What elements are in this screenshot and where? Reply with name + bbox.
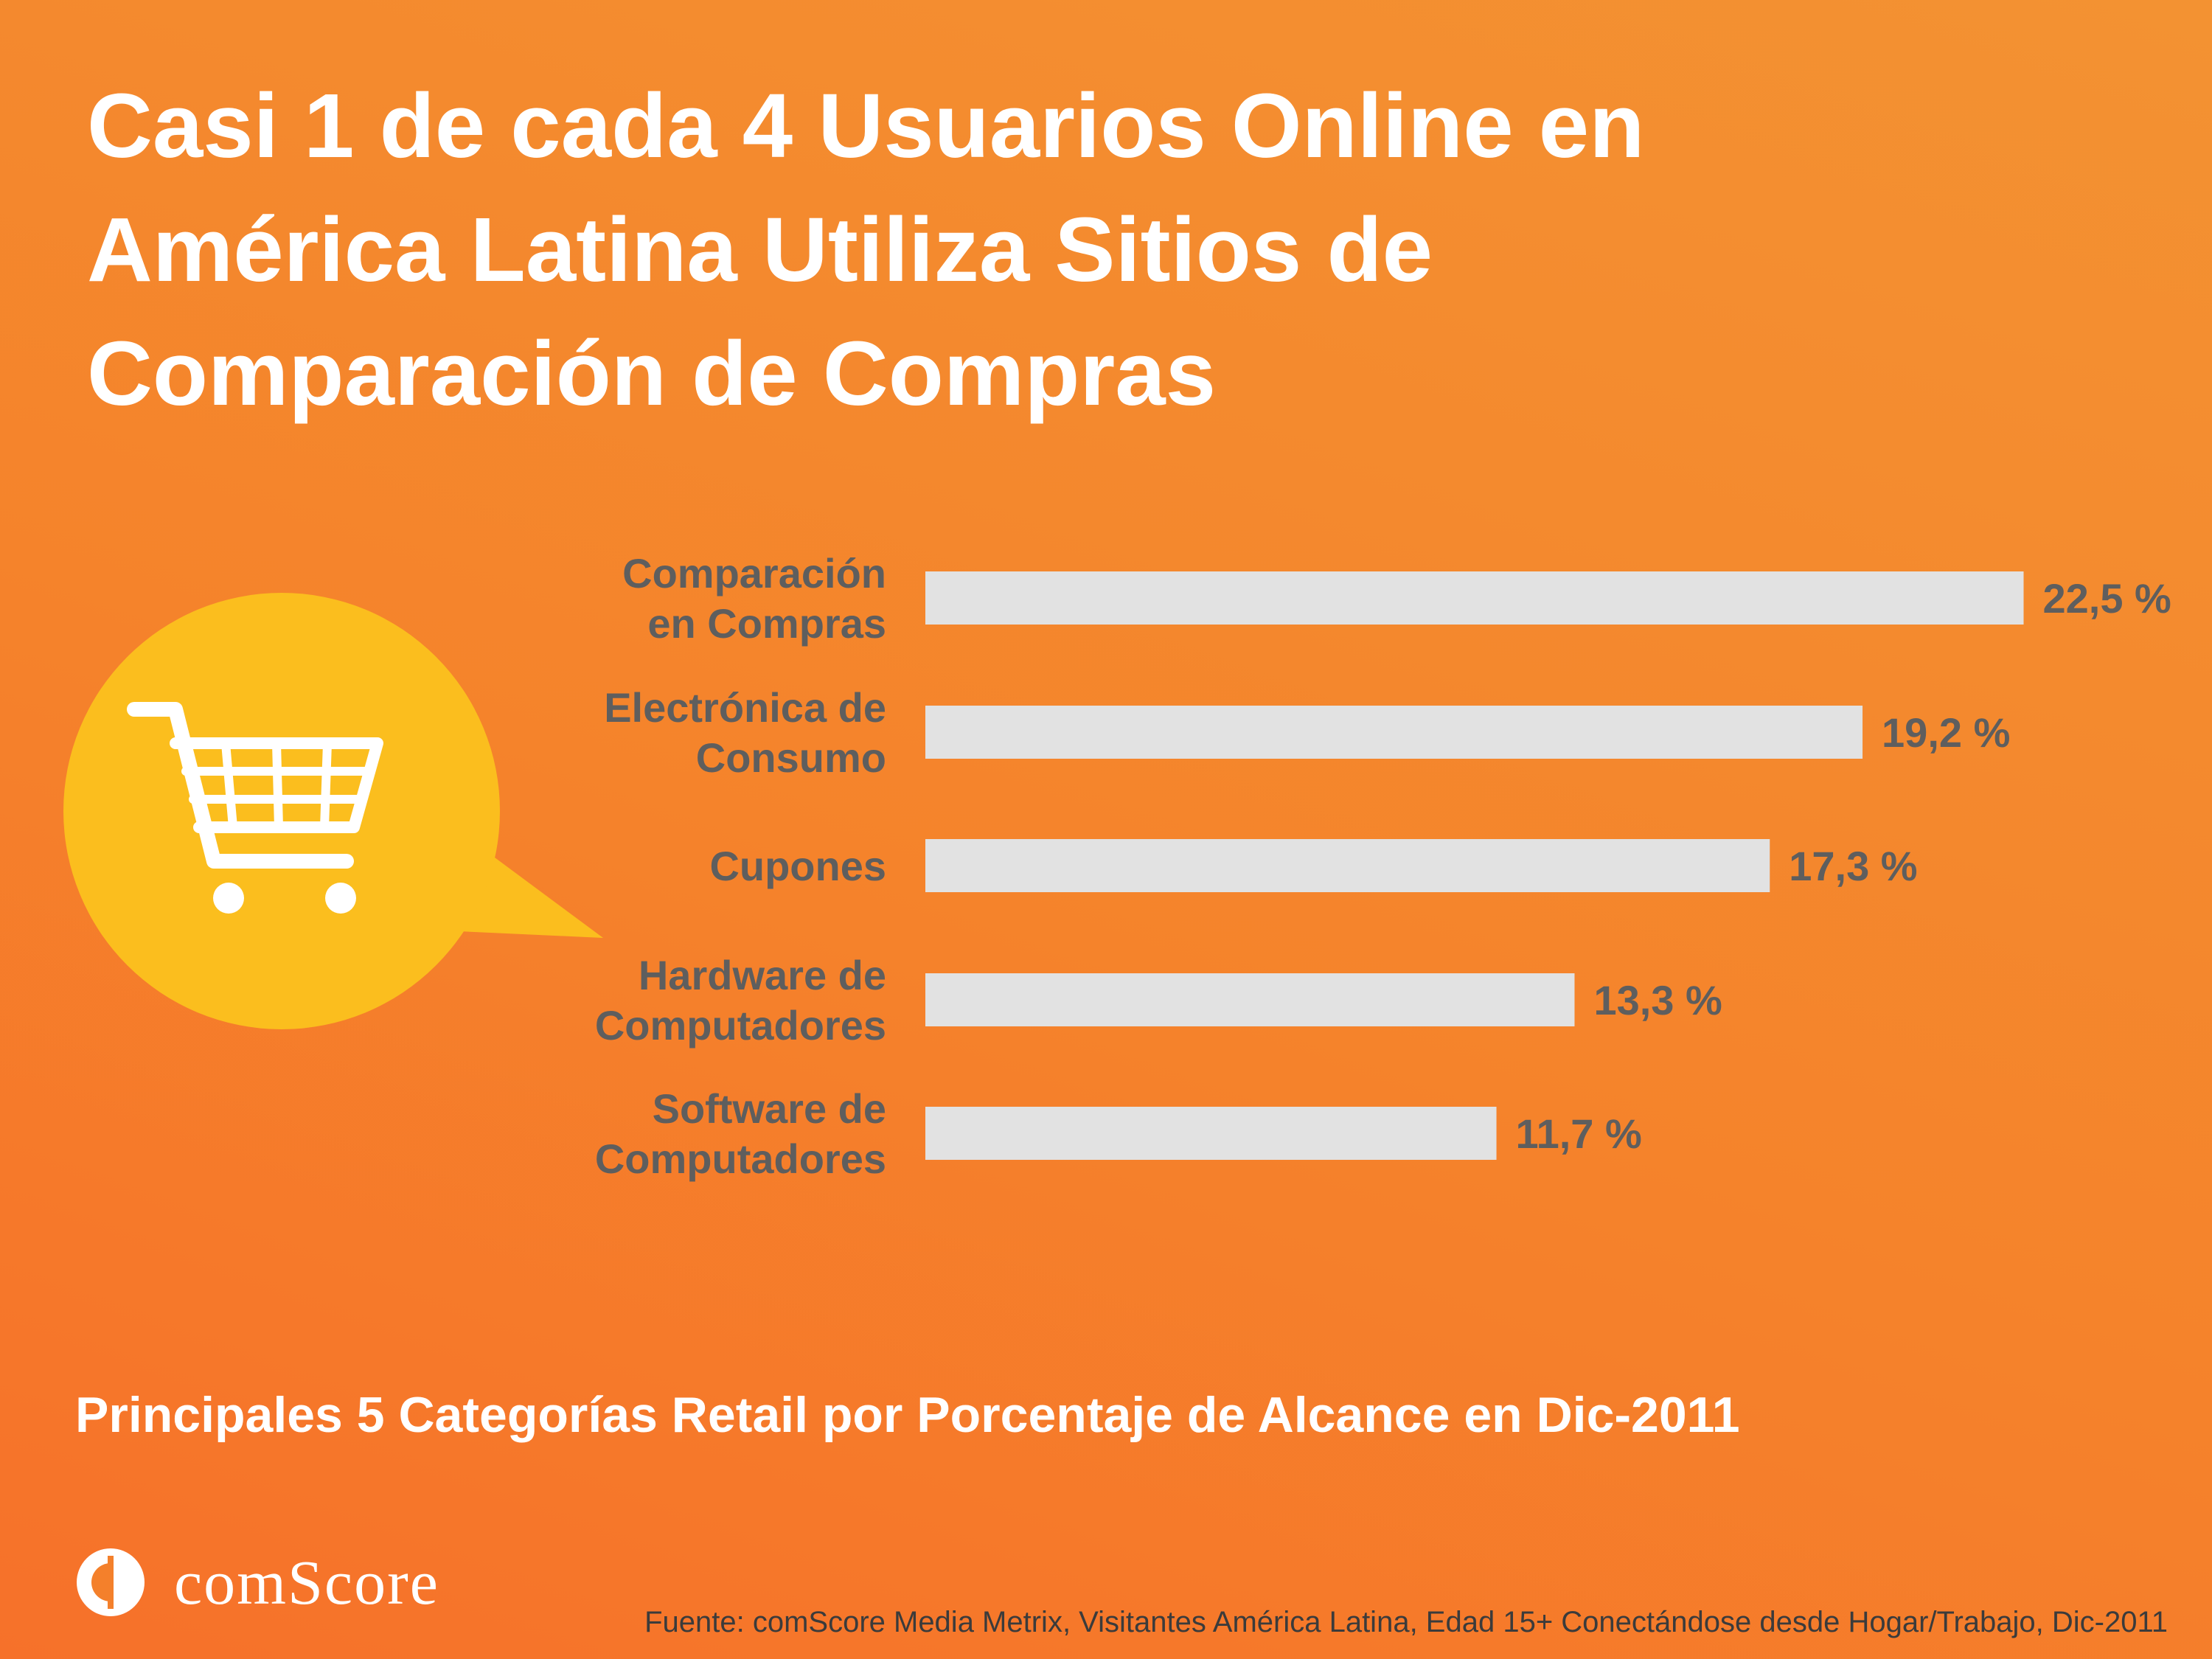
category-label-line: Computadores	[595, 1135, 886, 1182]
title-line: Casi 1 de cada 4 Usuarios Online en	[87, 76, 1645, 177]
value-label-0: 22,5 %	[2043, 575, 2171, 622]
category-label-4: Software de Computadores	[595, 1085, 886, 1182]
category-label-1: Electrónica de Consumo	[604, 684, 886, 781]
category-label-0: Comparación en Compras	[622, 550, 886, 647]
value-label-4: 11,7 %	[1516, 1110, 1642, 1157]
bar-0	[925, 571, 2024, 625]
page-title: Casi 1 de cada 4 Usuarios Online en Amér…	[87, 65, 1930, 437]
value-label-1: 19,2 %	[1882, 709, 2010, 756]
speech-bubble	[63, 593, 603, 1029]
bar-4	[925, 1107, 1497, 1160]
category-label-3: Hardware de Computadores	[595, 952, 886, 1048]
bar-chart: 22,5 % Comparación en Compras 19,2 % Electró…	[595, 550, 2171, 1182]
category-label-line: Hardware de	[639, 952, 886, 998]
category-label-2: Cupones	[709, 843, 886, 889]
source-note: Fuente: comScore Media Metrix, Visitante…	[644, 1606, 2168, 1638]
category-label-line: Comparación	[622, 550, 886, 597]
value-label-2: 17,3 %	[1789, 843, 1917, 889]
shopping-cart-icon	[127, 702, 383, 914]
category-label-line: Electrónica de	[604, 684, 886, 731]
value-label-3: 13,3 %	[1593, 977, 1722, 1023]
bar-3	[925, 973, 1575, 1026]
comscore-logo: comScore	[74, 1545, 439, 1619]
bar-1	[925, 706, 1863, 759]
comscore-logo-text: comScore	[174, 1547, 439, 1618]
title-line: América Latina Utiliza Sitios de	[87, 200, 1433, 301]
category-label-line: Consumo	[696, 734, 886, 781]
category-label-line: Computadores	[595, 1002, 886, 1048]
title-line: Comparación de Compras	[87, 324, 1217, 425]
category-label-line: Cupones	[709, 843, 886, 889]
chart-subtitle: Principales 5 Categorías Retail por Porc…	[75, 1387, 1740, 1443]
bar-2	[925, 839, 1770, 892]
category-label-line: Software de	[653, 1085, 886, 1132]
comscore-logo-icon	[77, 1548, 145, 1616]
category-label-line: en Compras	[647, 600, 886, 647]
